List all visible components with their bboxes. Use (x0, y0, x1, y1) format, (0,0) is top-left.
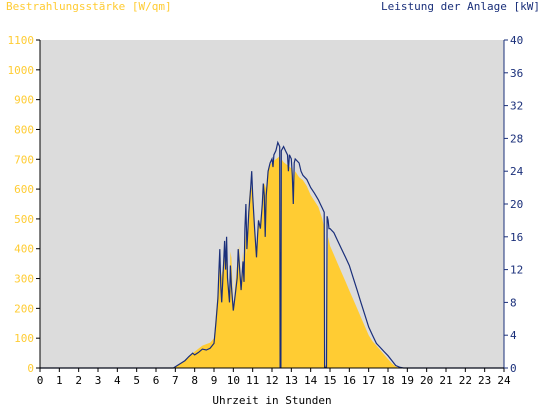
x-tick-label: 7 (172, 374, 179, 387)
left-tick-labels: 0 100 200 300 400 500 600 700 800 900 1000 1100 (8, 34, 35, 375)
irradiance-area (173, 156, 400, 368)
right-tick-label: 12 (510, 264, 523, 277)
x-tick-label: 11 (246, 374, 259, 387)
x-tick-label: 3 (95, 374, 102, 387)
right-axis-title: Leistung der Anlage [kW] (381, 0, 540, 13)
right-tick-label: 24 (510, 165, 524, 178)
left-tick-label: 1100 (8, 34, 35, 47)
right-tick-label: 16 (510, 231, 523, 244)
x-tick-label: 8 (191, 374, 198, 387)
x-tick-label: 12 (265, 374, 278, 387)
x-tick-label: 5 (133, 374, 140, 387)
left-tick-label: 700 (14, 153, 34, 166)
x-tick-label: 19 (401, 374, 414, 387)
x-tick-label: 0 (37, 374, 44, 387)
axes (36, 39, 508, 372)
x-tick-label: 20 (420, 374, 433, 387)
x-tick-label: 22 (459, 374, 472, 387)
right-tick-label: 0 (510, 362, 517, 375)
x-tick-label: 24 (497, 374, 511, 387)
x-tick-label: 18 (381, 374, 394, 387)
left-tick-label: 600 (14, 183, 34, 196)
left-tick-label: 400 (14, 243, 34, 256)
right-tick-label: 8 (510, 296, 517, 309)
right-tick-label: 20 (510, 198, 523, 211)
left-tick-label: 800 (14, 123, 34, 136)
right-tick-label: 40 (510, 34, 523, 47)
left-tick-label: 200 (14, 302, 34, 315)
left-tick-label: 900 (14, 94, 34, 107)
power-line (40, 140, 504, 369)
x-tick-label: 2 (75, 374, 82, 387)
x-tick-label: 14 (304, 374, 318, 387)
x-tick-label: 13 (285, 374, 298, 387)
x-tick-label: 9 (211, 374, 218, 387)
right-tick-label: 36 (510, 67, 523, 80)
left-tick-label: 500 (14, 213, 34, 226)
right-tick-label: 28 (510, 132, 523, 145)
x-tick-label: 10 (227, 374, 240, 387)
left-axis-title: Bestrahlungsstärke [W/qm] (6, 0, 172, 13)
left-tick-label: 0 (27, 362, 34, 375)
left-tick-label: 100 (14, 332, 34, 345)
right-tick-label: 4 (510, 329, 517, 342)
x-tick-label: 15 (323, 374, 336, 387)
right-tick-label: 32 (510, 100, 523, 113)
x-tick-label: 23 (478, 374, 491, 387)
left-tick-label: 300 (14, 273, 34, 286)
x-tick-label: 4 (114, 374, 121, 387)
x-tick-label: 6 (153, 374, 160, 387)
x-tick-label: 21 (439, 374, 452, 387)
right-tick-labels: 0 4 8 12 16 20 24 28 32 36 40 (510, 34, 524, 375)
x-tick-label: 17 (362, 374, 375, 387)
left-tick-label: 1000 (8, 64, 35, 77)
x-tick-labels: 0 1 2 3 4 5 6 7 8 9 10 11 12 13 14 15 16 17 18 19 20 21 22 23 24 (37, 374, 511, 387)
x-tick-label: 16 (343, 374, 356, 387)
x-tick-label: 1 (56, 374, 63, 387)
x-axis-title: Uhrzeit in Stunden (212, 394, 332, 407)
